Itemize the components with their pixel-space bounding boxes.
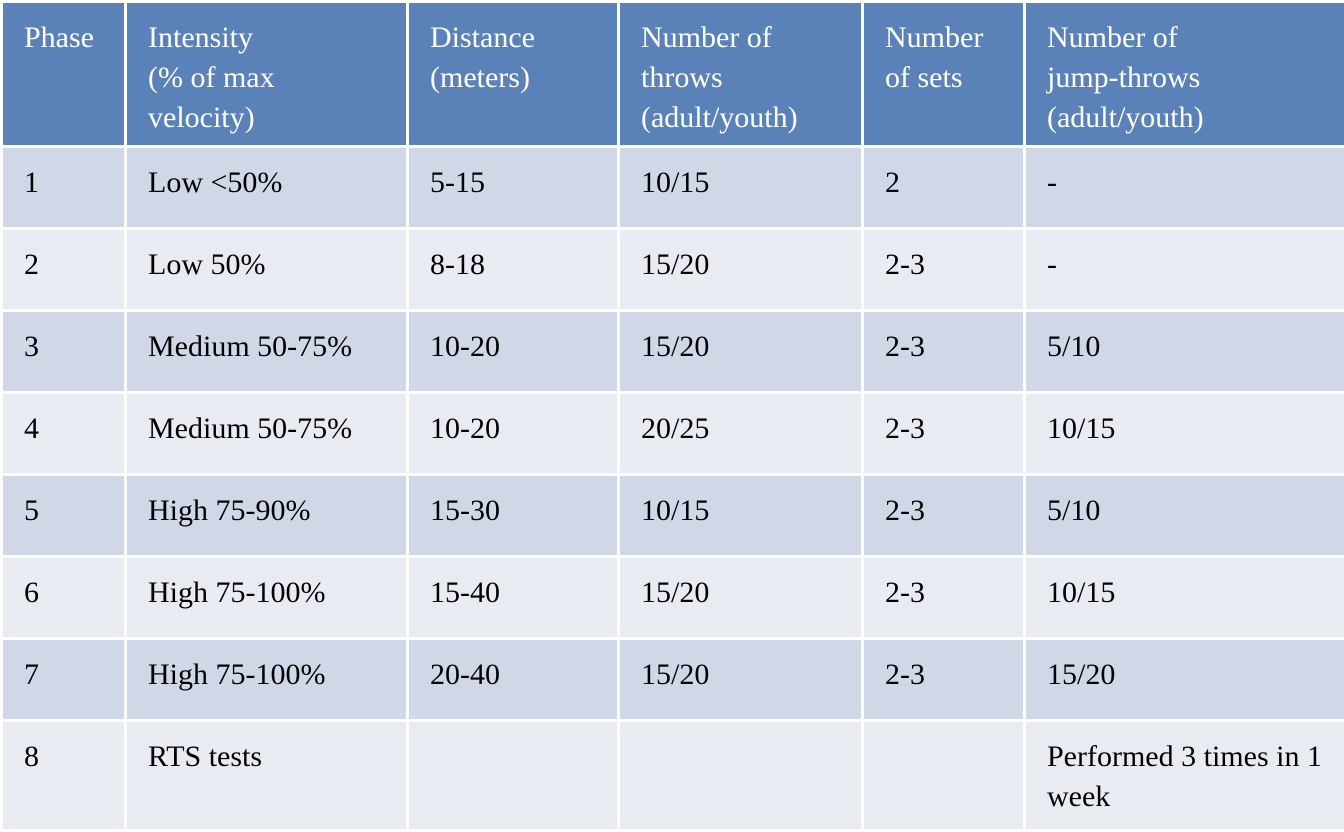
table-row: 6 High 75-100% 15-40 15/20 2-3 10/15 bbox=[2, 557, 1344, 639]
table-row: 2 Low 50% 8-18 15/20 2-3 - bbox=[2, 229, 1344, 311]
cell-sets: 2-3 bbox=[863, 639, 1025, 721]
cell-jump-throws: - bbox=[1025, 229, 1344, 311]
cell-intensity: High 75-100% bbox=[126, 639, 408, 721]
header-jump-throws: Number of jump-throws (adult/youth) bbox=[1025, 2, 1344, 147]
cell-phase: 7 bbox=[2, 639, 126, 721]
cell-sets: 2-3 bbox=[863, 393, 1025, 475]
header-intensity-line-1: Intensity bbox=[148, 18, 406, 58]
cell-intensity: Medium 50-75% bbox=[126, 311, 408, 393]
header-throws-line-3: (adult/youth) bbox=[641, 98, 861, 138]
table-row: 7 High 75-100% 20-40 15/20 2-3 15/20 bbox=[2, 639, 1344, 721]
header-phase: Phase bbox=[2, 2, 126, 147]
cell-intensity: High 75-100% bbox=[126, 557, 408, 639]
cell-distance: 10-20 bbox=[408, 311, 619, 393]
cell-sets: 2-3 bbox=[863, 475, 1025, 557]
cell-throws: 15/20 bbox=[619, 639, 863, 721]
cell-phase: 2 bbox=[2, 229, 126, 311]
cell-sets bbox=[863, 721, 1025, 831]
table-row: 3 Medium 50-75% 10-20 15/20 2-3 5/10 bbox=[2, 311, 1344, 393]
cell-throws: 10/15 bbox=[619, 475, 863, 557]
cell-distance bbox=[408, 721, 619, 831]
cell-intensity: RTS tests bbox=[126, 721, 408, 831]
cell-phase: 4 bbox=[2, 393, 126, 475]
header-intensity-line-3: velocity) bbox=[148, 98, 406, 138]
cell-phase: 5 bbox=[2, 475, 126, 557]
header-distance-line-1: Distance bbox=[430, 18, 617, 58]
cell-phase: 3 bbox=[2, 311, 126, 393]
cell-sets: 2-3 bbox=[863, 229, 1025, 311]
header-distance-line-2: (meters) bbox=[430, 58, 617, 98]
header-sets-line-2: of sets bbox=[885, 58, 1023, 98]
cell-throws: 15/20 bbox=[619, 311, 863, 393]
cell-throws: 15/20 bbox=[619, 557, 863, 639]
table-row: 4 Medium 50-75% 10-20 20/25 2-3 10/15 bbox=[2, 393, 1344, 475]
cell-phase: 1 bbox=[2, 147, 126, 229]
header-throws: Number of throws (adult/youth) bbox=[619, 2, 863, 147]
cell-throws: 20/25 bbox=[619, 393, 863, 475]
cell-phase: 8 bbox=[2, 721, 126, 831]
table-row: 8 RTS tests Performed 3 times in 1 week bbox=[2, 721, 1344, 831]
cell-distance: 15-40 bbox=[408, 557, 619, 639]
table-row: 5 High 75-90% 15-30 10/15 2-3 5/10 bbox=[2, 475, 1344, 557]
header-jump-throws-line-3: (adult/youth) bbox=[1047, 98, 1344, 138]
cell-intensity: Low <50% bbox=[126, 147, 408, 229]
cell-sets: 2-3 bbox=[863, 311, 1025, 393]
cell-jump-throws: - bbox=[1025, 147, 1344, 229]
header-sets-line-1: Number bbox=[885, 18, 1023, 58]
cell-jump-throws: 10/15 bbox=[1025, 393, 1344, 475]
header-distance: Distance (meters) bbox=[408, 2, 619, 147]
cell-intensity: High 75-90% bbox=[126, 475, 408, 557]
cell-sets: 2-3 bbox=[863, 557, 1025, 639]
cell-jump-throws: 5/10 bbox=[1025, 311, 1344, 393]
header-sets: Number of sets bbox=[863, 2, 1025, 147]
header-intensity-line-2: (% of max bbox=[148, 58, 406, 98]
cell-jump-throws: 5/10 bbox=[1025, 475, 1344, 557]
cell-throws bbox=[619, 721, 863, 831]
cell-phase: 6 bbox=[2, 557, 126, 639]
cell-distance: 8-18 bbox=[408, 229, 619, 311]
header-jump-throws-line-1: Number of bbox=[1047, 18, 1344, 58]
cell-intensity: Low 50% bbox=[126, 229, 408, 311]
cell-distance: 5-15 bbox=[408, 147, 619, 229]
cell-throws: 10/15 bbox=[619, 147, 863, 229]
cell-intensity: Medium 50-75% bbox=[126, 393, 408, 475]
header-phase-line-1: Phase bbox=[24, 18, 124, 58]
cell-distance: 10-20 bbox=[408, 393, 619, 475]
header-throws-line-2: throws bbox=[641, 58, 861, 98]
cell-jump-throws: Performed 3 times in 1 week bbox=[1025, 721, 1344, 831]
header-intensity: Intensity (% of max velocity) bbox=[126, 2, 408, 147]
cell-distance: 15-30 bbox=[408, 475, 619, 557]
header-jump-throws-line-2: jump-throws bbox=[1047, 58, 1344, 98]
cell-jump-throws: 10/15 bbox=[1025, 557, 1344, 639]
header-row: Phase Intensity (% of max velocity) Dist… bbox=[2, 2, 1344, 147]
cell-distance: 20-40 bbox=[408, 639, 619, 721]
header-throws-line-1: Number of bbox=[641, 18, 861, 58]
cell-sets: 2 bbox=[863, 147, 1025, 229]
table-row: 1 Low <50% 5-15 10/15 2 - bbox=[2, 147, 1344, 229]
cell-jump-throws: 15/20 bbox=[1025, 639, 1344, 721]
cell-throws: 15/20 bbox=[619, 229, 863, 311]
